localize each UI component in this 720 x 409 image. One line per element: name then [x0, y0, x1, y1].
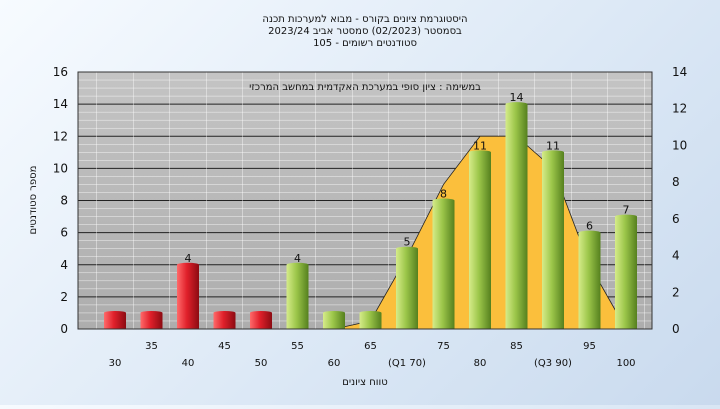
y-tick-label: 12: [53, 129, 68, 143]
bar-top-100: [615, 214, 637, 219]
y2-tick-label: 14: [672, 65, 687, 79]
x-tick-label: 50: [255, 358, 268, 369]
y2-tick-label: 8: [672, 175, 680, 189]
x-tick-label: 40: [182, 358, 195, 369]
bar-top-70: [396, 246, 418, 251]
bar-100: [615, 216, 637, 329]
bar-top-45: [213, 310, 236, 315]
x-tick-label: 30: [109, 358, 122, 369]
x-tick-label: 45: [218, 341, 231, 352]
bar-top-30: [104, 310, 126, 315]
y-tick-label: 4: [60, 258, 68, 272]
data-label: 11: [546, 139, 560, 152]
y-axis-label: מספר סטודנטים: [28, 166, 39, 235]
bars: [104, 102, 637, 329]
y2-tick-label: 4: [672, 249, 680, 263]
data-label: 8: [440, 188, 447, 201]
x-tick-label: 35: [145, 341, 158, 352]
data-label: 5: [404, 236, 411, 249]
chart-title-line-3: סטודנטים רשומים - 105: [313, 38, 417, 49]
bar-55: [286, 264, 309, 329]
x-tick-label: (Q1 70): [388, 358, 426, 369]
bar-top-90: [542, 150, 564, 155]
y2-tick-label: 12: [672, 102, 687, 116]
bar-50: [250, 312, 272, 329]
x-tick-label: 95: [583, 341, 596, 352]
chart-subtitle: במשימה : ציון סופי במערכת האקדמית במחשב …: [249, 82, 481, 93]
bar-95: [578, 232, 601, 329]
bar-75: [432, 200, 455, 329]
bar-top-65: [359, 310, 382, 315]
y-tick-label: 6: [60, 226, 68, 240]
y-tick-label: 2: [60, 290, 68, 304]
x-tick-label: 80: [474, 358, 487, 369]
x-tick-label: 100: [616, 358, 635, 369]
bar-top-75: [432, 198, 455, 203]
bar-40: [177, 264, 199, 329]
data-label: 4: [185, 252, 192, 265]
bar-top-85: [505, 102, 528, 107]
x-axis-label: טווח ציונים: [342, 377, 387, 388]
y-tick-label: 0: [60, 322, 68, 336]
y-tick-label: 14: [53, 97, 68, 111]
bar-45: [213, 312, 236, 329]
y2-axis-ticks: 0 2 4 6 8 10 12 14: [672, 65, 687, 336]
data-label: 4: [294, 252, 301, 265]
chart-title-line-2: בסמסטר (02/2023) סמסטר אביב 2023/24: [268, 26, 462, 37]
bar-85: [505, 104, 528, 329]
bar-top-95: [578, 230, 601, 235]
bar-top-55: [286, 262, 309, 267]
x-tick-label: (Q3 90): [534, 358, 572, 369]
bar-top-80: [469, 150, 491, 155]
x-tick-label: 65: [364, 341, 377, 352]
y-tick-label: 8: [60, 194, 68, 208]
data-label: 7: [623, 204, 630, 217]
y-axis-ticks: 0 2 4 6 8 10 12 14 16: [53, 65, 68, 336]
bar-80: [469, 152, 491, 329]
data-label: 6: [586, 220, 593, 233]
y2-tick-label: 10: [672, 138, 687, 152]
bar-top-60: [323, 310, 345, 315]
y2-tick-label: 6: [672, 212, 680, 226]
chart-title-line-1: היסטוגרמת ציונים בקורס - מבוא למערכות תכ…: [262, 14, 467, 25]
y2-tick-label: 0: [672, 322, 680, 336]
bar-top-40: [177, 262, 199, 267]
bar-70: [396, 248, 418, 329]
bar-35: [140, 312, 163, 329]
x-tick-label: 60: [328, 358, 341, 369]
x-axis-ticks: 30 35 40 45 50 55 60 65 (Q1 70) 75 80 85 (Q3 90) 95 10…: [109, 341, 636, 369]
y-tick-label: 10: [53, 161, 68, 175]
bar-65: [359, 312, 382, 329]
x-tick-label: 85: [510, 341, 523, 352]
plot-frame: [77, 71, 653, 330]
x-tick-label: 75: [437, 341, 450, 352]
bar-30: [104, 312, 126, 329]
bar-top-50: [250, 310, 272, 315]
bar-60: [323, 312, 345, 329]
data-labels: 4 4 5 8 11 14 11 6 7: [185, 91, 630, 265]
y-tick-label: 16: [53, 65, 68, 79]
data-label: 14: [510, 91, 524, 104]
bar-top-35: [140, 310, 163, 315]
x-tick-label: 55: [291, 341, 304, 352]
data-label: 11: [473, 139, 487, 152]
y2-tick-label: 2: [672, 285, 680, 299]
bar-90: [542, 152, 564, 329]
